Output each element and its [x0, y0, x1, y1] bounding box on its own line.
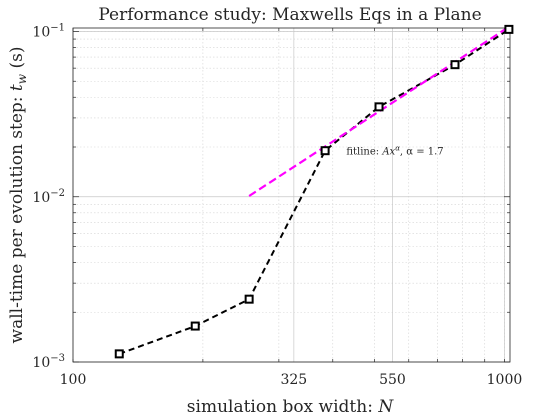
x-tick-label: 550 — [379, 372, 406, 388]
data-point — [114, 349, 124, 359]
data-point — [320, 146, 330, 156]
fit-line — [248, 25, 510, 197]
data-point — [374, 102, 384, 112]
chart-title: Performance study: Maxwells Eqs in a Pla… — [98, 5, 481, 25]
y-tick-label: 10−3 — [32, 353, 65, 371]
y-axis-label: wall-time per evolution step: tw (s) — [7, 47, 29, 344]
series-layer — [114, 24, 514, 359]
fitline-annotation: fitline: Axα, α = 1.7 — [346, 145, 443, 158]
y-tick-label: 10−1 — [32, 23, 65, 41]
x-tick-label: 325 — [280, 372, 307, 388]
data-point — [190, 321, 200, 331]
data-point — [504, 24, 514, 34]
x-tick-label: 100 — [60, 372, 87, 388]
tick-marks — [72, 28, 510, 363]
x-axis-label: simulation box width: N — [187, 397, 395, 417]
y-tick-label: 10−2 — [32, 188, 65, 206]
data-point — [244, 294, 254, 304]
x-tick-label: 1000 — [487, 372, 523, 388]
data-point — [450, 60, 460, 70]
plot-frame — [72, 27, 511, 363]
tick-labels: 100 325 550 1000 10−3 10−2 10−1 — [32, 23, 522, 388]
